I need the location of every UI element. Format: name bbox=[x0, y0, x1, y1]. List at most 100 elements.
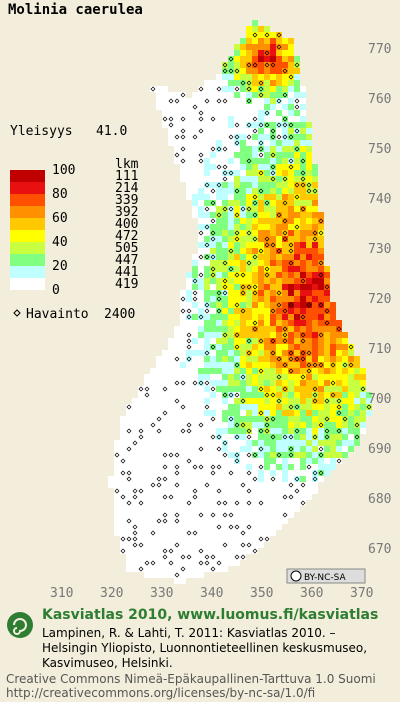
map-cell bbox=[228, 518, 234, 524]
map-cell bbox=[192, 422, 198, 428]
map-cell bbox=[150, 386, 156, 392]
map-cell bbox=[282, 410, 288, 416]
map-cell bbox=[294, 296, 300, 302]
observation-marker bbox=[312, 392, 318, 398]
map-cell bbox=[312, 164, 318, 170]
observation-marker bbox=[216, 524, 222, 530]
map-cell bbox=[264, 368, 270, 374]
map-cell bbox=[258, 110, 264, 116]
map-cell bbox=[246, 344, 252, 350]
map-cell bbox=[246, 188, 252, 194]
map-cell bbox=[210, 302, 216, 308]
map-cell bbox=[288, 326, 294, 332]
map-cell bbox=[276, 416, 282, 422]
map-cell bbox=[162, 350, 168, 356]
map-cell bbox=[156, 362, 162, 368]
citation-line: Lampinen, R. & Lahti, T. 2011: Kasviatla… bbox=[42, 626, 336, 640]
map-cell bbox=[258, 38, 264, 44]
map-cell bbox=[258, 200, 264, 206]
map-cell bbox=[336, 380, 342, 386]
map-cell bbox=[312, 332, 318, 338]
map-cell bbox=[204, 518, 210, 524]
observation-marker bbox=[210, 512, 216, 518]
map-cell bbox=[282, 284, 288, 290]
observation-marker bbox=[126, 428, 132, 434]
observation-marker bbox=[276, 122, 282, 128]
map-cell bbox=[306, 350, 312, 356]
map-cell bbox=[216, 476, 222, 482]
map-cell bbox=[246, 542, 252, 548]
map-cell bbox=[174, 344, 180, 350]
map-cell bbox=[204, 542, 210, 548]
map-cell bbox=[306, 392, 312, 398]
map-cell bbox=[288, 332, 294, 338]
map-cell bbox=[228, 182, 234, 188]
map-cell bbox=[264, 134, 270, 140]
map-cell bbox=[114, 476, 120, 482]
map-cell bbox=[240, 176, 246, 182]
map-cell bbox=[318, 302, 324, 308]
legend: 1008060402001112143393924004725054474414… bbox=[10, 163, 139, 298]
map-cell bbox=[126, 518, 132, 524]
observation-marker bbox=[270, 152, 276, 158]
map-cell bbox=[138, 512, 144, 518]
map-cell bbox=[342, 356, 348, 362]
map-cell bbox=[336, 386, 342, 392]
map-cell bbox=[258, 506, 264, 512]
map-cell bbox=[318, 296, 324, 302]
map-cell bbox=[162, 488, 168, 494]
map-cell bbox=[258, 494, 264, 500]
observation-marker bbox=[198, 128, 204, 134]
map-cell bbox=[276, 350, 282, 356]
map-cell bbox=[216, 194, 222, 200]
map-cell bbox=[330, 368, 336, 374]
map-cell bbox=[300, 128, 306, 134]
map-cell bbox=[348, 386, 354, 392]
map-cell bbox=[210, 368, 216, 374]
map-cell bbox=[186, 134, 192, 140]
map-cell bbox=[246, 428, 252, 434]
map-cell bbox=[312, 476, 318, 482]
map-cell bbox=[138, 482, 144, 488]
map-cell bbox=[144, 494, 150, 500]
observation-marker bbox=[258, 92, 264, 98]
observation-marker bbox=[306, 464, 312, 470]
observation-marker bbox=[210, 266, 216, 272]
map-cell bbox=[252, 182, 258, 188]
map-cell bbox=[318, 272, 324, 278]
map-cell bbox=[264, 68, 270, 74]
observation-marker bbox=[240, 80, 246, 86]
map-cell bbox=[234, 554, 240, 560]
map-cell bbox=[270, 380, 276, 386]
observation-marker bbox=[234, 500, 240, 506]
map-cell bbox=[186, 476, 192, 482]
map-cell bbox=[306, 434, 312, 440]
observation-marker bbox=[294, 128, 300, 134]
map-cell bbox=[198, 572, 204, 578]
map-cell bbox=[360, 380, 366, 386]
map-cell bbox=[252, 212, 258, 218]
map-cell bbox=[306, 290, 312, 296]
y-axis-label: 760 bbox=[368, 92, 391, 107]
observation-marker bbox=[276, 32, 282, 38]
observation-marker bbox=[204, 554, 210, 560]
observation-marker bbox=[324, 434, 330, 440]
map-cell bbox=[228, 278, 234, 284]
map-cell bbox=[258, 104, 264, 110]
map-cell bbox=[264, 326, 270, 332]
map-cell bbox=[198, 362, 204, 368]
observation-marker bbox=[180, 308, 186, 314]
map-cell bbox=[150, 410, 156, 416]
summary-label: Yleisyys bbox=[10, 124, 73, 139]
map-cell bbox=[126, 410, 132, 416]
map-cell bbox=[198, 416, 204, 422]
map-cell bbox=[348, 404, 354, 410]
map-cell bbox=[240, 482, 246, 488]
map-cell bbox=[348, 350, 354, 356]
map-cell bbox=[186, 398, 192, 404]
map-cell bbox=[252, 272, 258, 278]
map-cell bbox=[132, 470, 138, 476]
map-cell bbox=[204, 560, 210, 566]
observation-marker bbox=[222, 206, 228, 212]
map-cell bbox=[162, 404, 168, 410]
